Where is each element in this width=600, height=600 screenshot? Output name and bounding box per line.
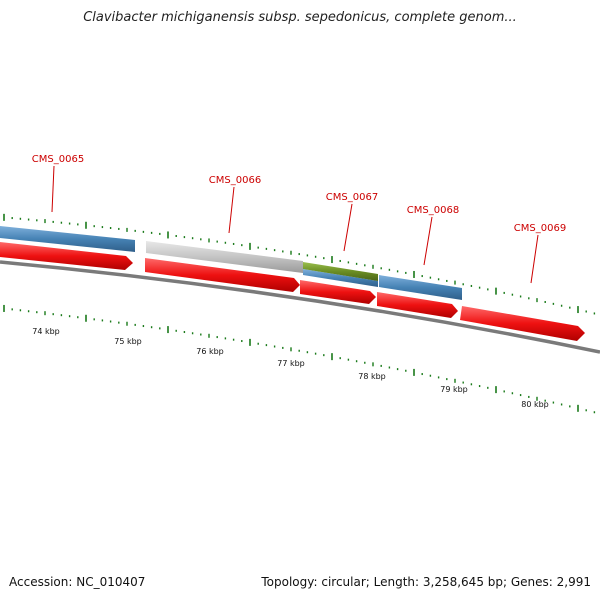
kbp-label: 75 kbp	[114, 337, 142, 346]
gene-label[interactable]: CMS_0067	[326, 192, 378, 203]
kbp-label: 76 kbp	[196, 347, 224, 356]
kbp-label: 80 kbp	[521, 400, 549, 409]
gene-leader-line	[343, 203, 353, 252]
inner-scale-ticks	[3, 304, 596, 414]
gene-bar[interactable]	[146, 241, 303, 273]
gene-bar[interactable]	[303, 262, 378, 281]
gene-bar[interactable]	[379, 275, 462, 300]
cds-arrow[interactable]	[460, 306, 585, 341]
gene-leader-line	[530, 234, 539, 284]
gene-label[interactable]: CMS_0065	[32, 154, 84, 165]
gene-label[interactable]: CMS_0068	[407, 205, 459, 216]
kbp-label: 74 kbp	[32, 327, 60, 336]
cds-arrow[interactable]	[0, 242, 133, 270]
gene-label[interactable]: CMS_0069	[514, 223, 566, 234]
gene-label[interactable]: CMS_0066	[209, 175, 261, 186]
outer-scale-ticks	[3, 213, 596, 315]
cds-arrow[interactable]	[145, 258, 300, 292]
gene-bar[interactable]	[0, 226, 135, 252]
kbp-label: 78 kbp	[358, 372, 386, 381]
kbp-label: 77 kbp	[277, 359, 305, 368]
map-title: Clavibacter michiganensis subsp. sepedon…	[83, 10, 517, 25]
gene-leader-line	[228, 186, 235, 234]
gene-leader-line	[423, 216, 433, 266]
gene-leader-line	[51, 165, 55, 213]
cds-arrow[interactable]	[377, 292, 458, 318]
accession-text: Accession: NC_010407	[9, 575, 146, 589]
cds-arrow[interactable]	[300, 280, 376, 304]
backbone-line	[0, 260, 600, 354]
gene-bar[interactable]	[303, 269, 378, 287]
summary-text: Topology: circular; Length: 3,258,645 bp…	[261, 575, 591, 589]
kbp-label: 79 kbp	[440, 385, 468, 394]
